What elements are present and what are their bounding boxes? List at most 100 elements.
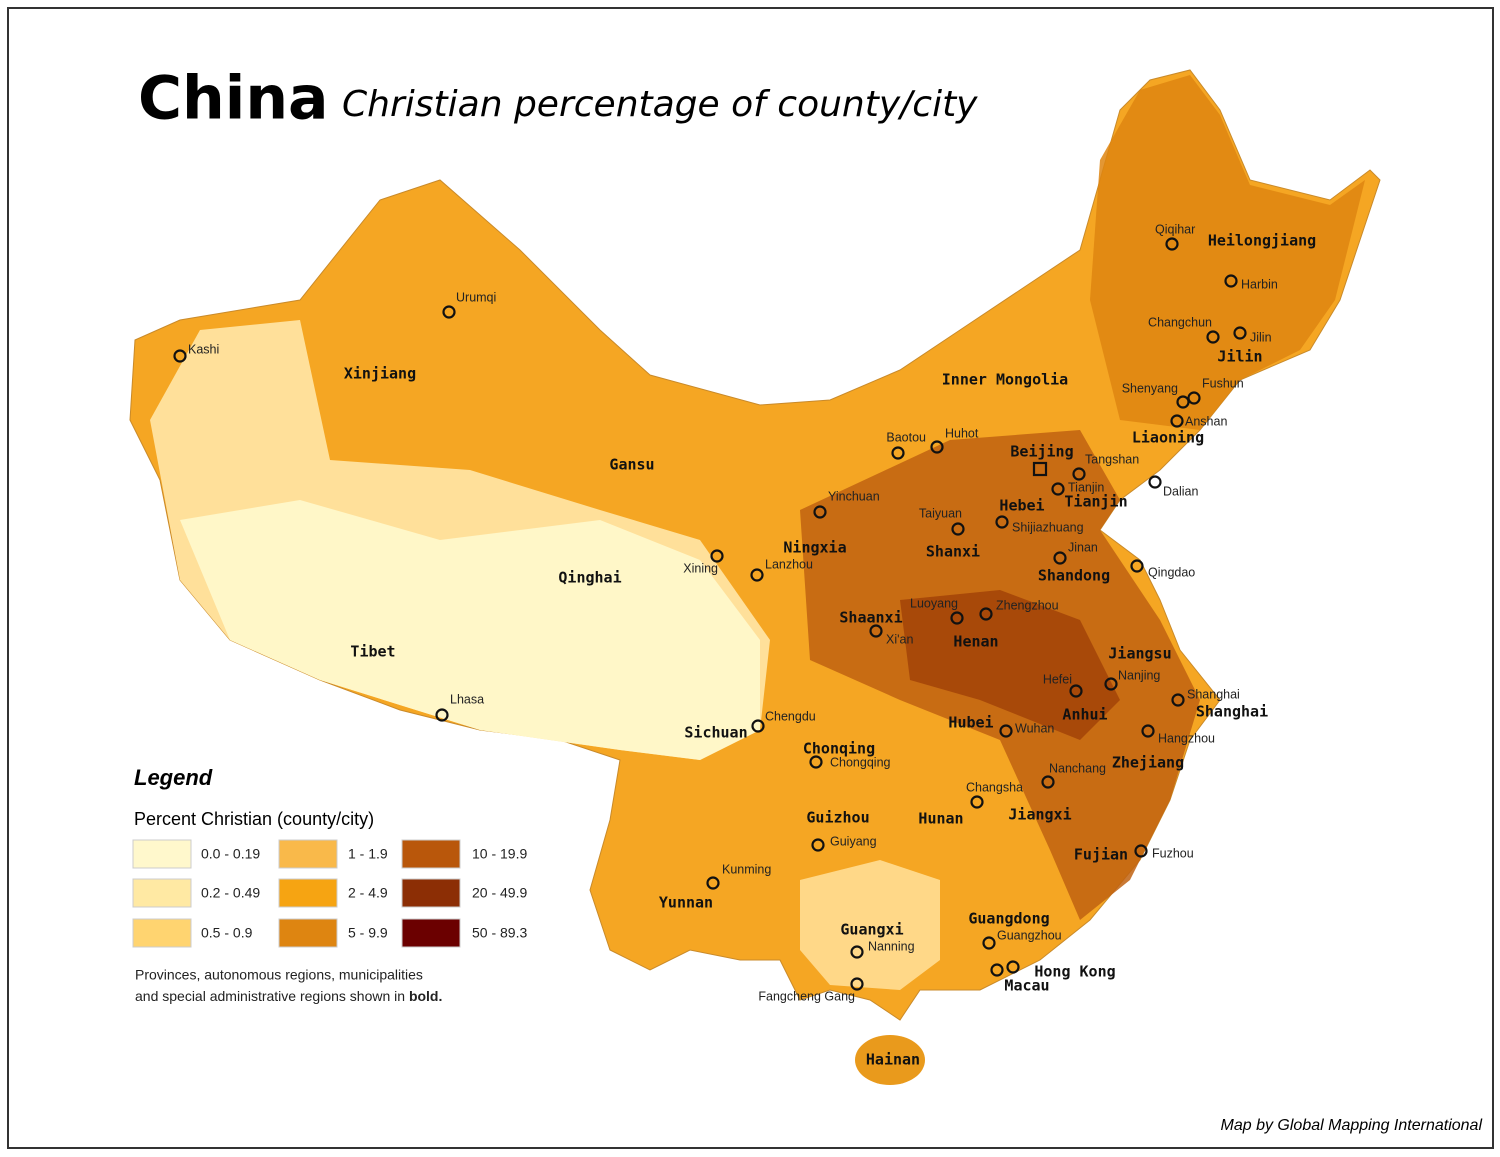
province-label: Liaoning xyxy=(1132,429,1204,447)
province-label: Guangdong xyxy=(968,910,1049,928)
city-marker xyxy=(1069,684,1083,698)
province-label: Inner Mongolia xyxy=(942,371,1068,389)
city-label: Tangshan xyxy=(1085,452,1139,466)
city-marker xyxy=(706,876,720,890)
city-marker xyxy=(850,945,864,959)
subtitle: Christian percentage of county/city xyxy=(342,84,978,125)
legend-label: 0.2 - 0.49 xyxy=(201,885,260,901)
province-label: Macau xyxy=(1004,977,1049,995)
city-marker xyxy=(1206,330,1220,344)
city-marker xyxy=(970,795,984,809)
province-label: Yunnan xyxy=(659,894,713,912)
legend-label: 20 - 49.9 xyxy=(472,885,527,901)
province-label: Gansu xyxy=(609,456,654,474)
province-label: Jilin xyxy=(1217,348,1262,366)
legend-swatch xyxy=(132,878,192,908)
city-label: Jinan xyxy=(1068,540,1098,554)
province-label: Guangxi xyxy=(840,921,903,939)
legend-label: 2 - 4.9 xyxy=(348,885,388,901)
city-marker xyxy=(982,936,996,950)
city-label: Changsha xyxy=(966,780,1023,794)
city-label: Taiyuan xyxy=(919,506,962,520)
province-label: Jiangxi xyxy=(1008,806,1071,824)
city-marker xyxy=(751,719,765,733)
province-label: Xinjiang xyxy=(344,365,416,383)
city-marker xyxy=(891,446,905,460)
city-marker xyxy=(1104,677,1118,691)
legend-swatch xyxy=(132,839,192,869)
legend-title: Percent Christian (county/city) xyxy=(134,809,374,829)
credit: Map by Global Mapping International xyxy=(1221,1117,1483,1134)
province-label: Guizhou xyxy=(806,809,869,827)
city-marker xyxy=(930,440,944,454)
city-marker xyxy=(1051,482,1065,496)
city-marker xyxy=(1171,693,1185,707)
city-label: Qingdao xyxy=(1148,565,1195,579)
city-label: Nanning xyxy=(868,939,915,953)
city-label: Changchun xyxy=(1148,315,1212,329)
city-marker xyxy=(1072,467,1086,481)
city-label: Urumqi xyxy=(456,290,496,304)
note-line: and special administrative regions shown… xyxy=(135,988,442,1004)
capital-marker xyxy=(1032,461,1048,477)
province-label: Heilongjiang xyxy=(1208,232,1316,250)
city-label: Guiyang xyxy=(830,834,877,848)
province-label: Fujian xyxy=(1074,846,1128,864)
province-label: Zhejiang xyxy=(1112,754,1184,772)
province-label: Tianjin xyxy=(1064,493,1127,511)
legend-swatch xyxy=(132,918,192,948)
city-marker xyxy=(869,624,883,638)
province-label: Hunan xyxy=(918,810,963,828)
city-marker xyxy=(951,522,965,536)
province-label: Anhui xyxy=(1062,706,1107,724)
city-marker xyxy=(1006,960,1020,974)
province-label: Henan xyxy=(953,633,998,651)
legend-label: 1 - 1.9 xyxy=(348,846,388,862)
city-label: Luoyang xyxy=(910,596,958,610)
city-label: Shanghai xyxy=(1187,687,1240,701)
note-text: and special administrative regions shown… xyxy=(135,988,405,1004)
city-marker xyxy=(990,963,1004,977)
legend-heading: Legend xyxy=(134,765,213,790)
city-label: Nanjing xyxy=(1118,668,1160,682)
province-label: Hong Kong xyxy=(1034,963,1115,981)
hainan-island xyxy=(855,1035,925,1085)
city-marker xyxy=(950,611,964,625)
city-label: Zhengzhou xyxy=(996,598,1059,612)
city-label: Xining xyxy=(683,561,718,575)
legend-swatch xyxy=(278,839,338,869)
city-label: Kashi xyxy=(188,342,219,356)
city-marker xyxy=(1170,414,1184,428)
city-marker xyxy=(813,505,827,519)
province-label: Hainan xyxy=(866,1051,920,1069)
city-marker xyxy=(1141,724,1155,738)
city-marker xyxy=(1224,274,1238,288)
title: China xyxy=(138,64,329,134)
henan-region xyxy=(900,590,1120,740)
city-label: Huhot xyxy=(945,426,979,440)
province-label: Sichuan xyxy=(684,724,747,742)
city-marker xyxy=(809,755,823,769)
city-label: Fuzhou xyxy=(1152,846,1194,860)
city-marker xyxy=(1187,391,1201,405)
city-label: Tianjin xyxy=(1068,480,1104,494)
legend-swatch xyxy=(401,878,461,908)
city-marker xyxy=(999,724,1013,738)
city-marker xyxy=(435,708,449,722)
legend-swatch xyxy=(278,878,338,908)
city-marker xyxy=(811,838,825,852)
city-label: Yinchuan xyxy=(828,489,880,503)
city-marker xyxy=(995,515,1009,529)
province-label: Hubei xyxy=(948,714,993,732)
city-label: Guangzhou xyxy=(997,928,1062,942)
city-label: Shenyang xyxy=(1122,381,1178,395)
legend-label: 50 - 89.3 xyxy=(472,925,527,941)
city-label: Hangzhou xyxy=(1158,731,1215,745)
city-label: Nanchang xyxy=(1049,761,1106,775)
city-marker xyxy=(1233,326,1247,340)
city-label: Qiqihar xyxy=(1155,222,1195,236)
legend-label: 0.0 - 0.19 xyxy=(201,846,260,862)
city-label: Wuhan xyxy=(1015,721,1054,735)
city-marker xyxy=(1165,237,1179,251)
